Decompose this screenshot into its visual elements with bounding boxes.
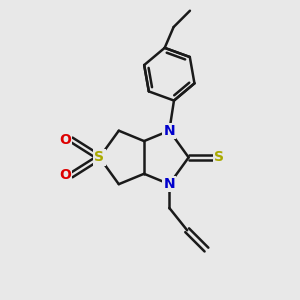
Text: O: O — [59, 168, 70, 182]
Text: N: N — [164, 124, 175, 138]
Text: S: S — [94, 150, 104, 164]
Text: N: N — [164, 177, 175, 191]
Text: O: O — [59, 133, 70, 147]
Text: S: S — [214, 150, 224, 164]
